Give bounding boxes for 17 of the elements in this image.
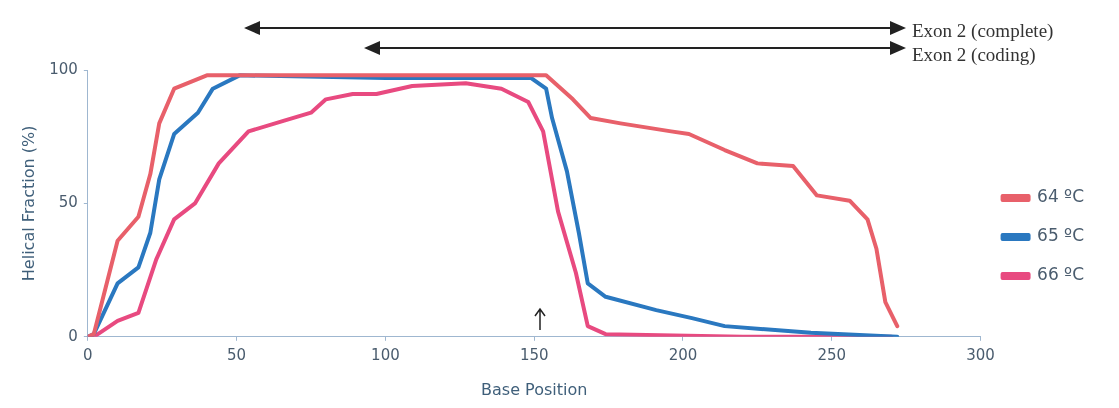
x-tick-label: 0 bbox=[83, 345, 93, 364]
x-tick-label: 150 bbox=[519, 345, 549, 364]
y-axis-title: Helical Fraction (%) bbox=[18, 125, 38, 282]
x-tick-label: 100 bbox=[371, 345, 400, 364]
legend-label: 65 ºC bbox=[1037, 225, 1085, 246]
y-tick-label: 50 bbox=[58, 193, 78, 212]
legend-label: 64 ºC bbox=[1037, 186, 1085, 207]
legend-label: 66 ºC bbox=[1037, 264, 1085, 285]
x-axis-title: Base Position bbox=[481, 379, 588, 399]
x-tick-label: 300 bbox=[966, 345, 995, 364]
x-tick-label: 200 bbox=[668, 345, 698, 364]
x-tick-label: 250 bbox=[817, 345, 847, 364]
y-tick-label: 100 bbox=[49, 59, 78, 78]
x-tick-label: 50 bbox=[227, 345, 247, 364]
text: Exon 2 (complete) bbox=[912, 19, 1054, 42]
text: Exon 2 (coding) bbox=[912, 43, 1036, 66]
y-tick-label: 0 bbox=[68, 326, 78, 345]
